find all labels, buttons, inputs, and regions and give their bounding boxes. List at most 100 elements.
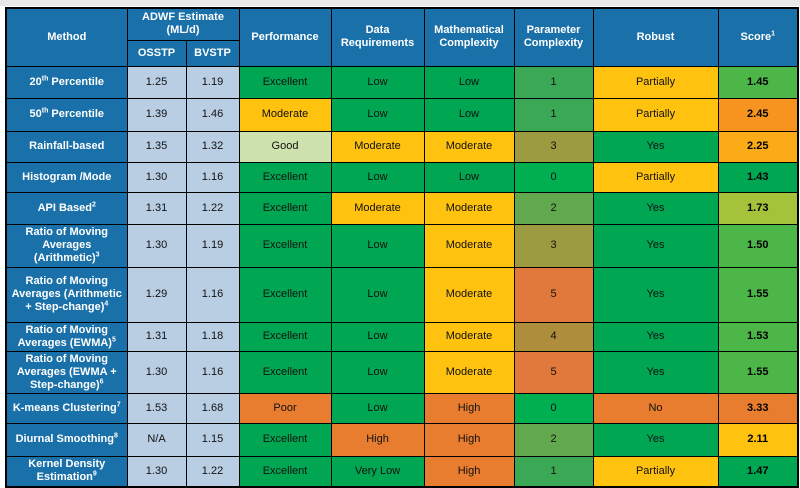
table-row: Ratio of Moving Averages (EWMA)5 1.31 1.…: [5, 321, 799, 352]
method-label: Diurnal Smoothing: [15, 433, 114, 445]
bvstp-value: 1.16: [185, 161, 240, 193]
method-label: Ratio of Moving Averages (Arithmetic): [25, 226, 109, 264]
method-superscript: 8: [113, 432, 118, 440]
bvstp-value: 1.16: [185, 350, 240, 394]
method-label: Ratio of Moving Averages (Arithmetic + S…: [11, 275, 122, 313]
header-osstp: OSSTP: [126, 39, 187, 67]
method-label: K-means Clustering: [12, 401, 117, 414]
header-score-footnote: 1: [771, 30, 775, 38]
math-complexity-cell: Moderate: [423, 350, 515, 394]
method-superscript: 3: [95, 251, 100, 259]
math-complexity-cell: Low: [423, 97, 515, 132]
method-cell: Ratio of Moving Averages (EWMA)5: [5, 321, 128, 352]
robust-cell: Partially: [592, 65, 719, 99]
method-superscript: 2: [92, 200, 96, 208]
header-method: Method: [5, 7, 128, 67]
bvstp-value: 1.68: [185, 392, 240, 424]
method-label: 50: [29, 108, 42, 120]
param-complexity-cell: 0: [513, 161, 594, 193]
osstp-value: 1.30: [126, 161, 187, 193]
method-cell: Kernel Density Estimation9: [5, 455, 128, 488]
table-row: API Based2 1.31 1.22 Excellent Moderate …: [5, 191, 799, 225]
bvstp-value: 1.15: [185, 422, 240, 457]
data-requirements-cell: Low: [330, 161, 425, 193]
performance-cell: Excellent: [238, 455, 332, 488]
score-cell: 1.43: [717, 161, 799, 193]
math-complexity-cell: High: [423, 392, 515, 424]
data-requirements-cell: Low: [330, 350, 425, 394]
robust-cell: Yes: [592, 223, 719, 268]
table-row: K-means Clustering7 1.53 1.68 Poor Low H…: [5, 392, 799, 424]
math-complexity-cell: Moderate: [423, 223, 515, 268]
method-superscript: 5: [111, 335, 116, 343]
performance-cell: Moderate: [238, 97, 332, 132]
osstp-value: 1.30: [126, 455, 187, 488]
method-label: Kernel Density Estimation: [28, 458, 106, 484]
robust-cell: Yes: [592, 130, 719, 163]
robust-cell: Partially: [592, 455, 719, 488]
performance-cell: Excellent: [238, 350, 332, 394]
header-robust: Robust: [592, 7, 719, 67]
score-cell: 2.45: [717, 97, 799, 132]
osstp-value: 1.53: [126, 392, 187, 424]
param-complexity-cell: 5: [513, 266, 594, 323]
bvstp-value: 1.22: [185, 455, 240, 488]
comparison-table: Method ADWF Estimate (ML/d) Performance …: [5, 7, 800, 488]
data-requirements-cell: Low: [330, 392, 425, 424]
score-cell: 1.45: [717, 65, 799, 99]
score-cell: 1.53: [717, 321, 799, 352]
score-cell: 1.50: [717, 223, 799, 268]
top-strip: [0, 0, 800, 6]
data-requirements-cell: Moderate: [330, 191, 425, 225]
header-mathematical-complexity: Mathematical Complexity: [423, 7, 515, 67]
performance-cell: Excellent: [238, 65, 332, 99]
param-complexity-cell: 1: [513, 97, 594, 132]
bvstp-value: 1.19: [185, 65, 240, 99]
table-row: Rainfall-based 1.35 1.32 Good Moderate M…: [5, 130, 799, 163]
robust-cell: Yes: [592, 422, 719, 457]
math-complexity-cell: High: [423, 422, 515, 457]
osstp-value: 1.31: [126, 321, 187, 352]
table-row: 50th Percentile 1.39 1.46 Moderate Low L…: [5, 97, 799, 132]
table-row: Kernel Density Estimation9 1.30 1.22 Exc…: [5, 455, 799, 488]
math-complexity-cell: Moderate: [423, 321, 515, 352]
data-requirements-cell: Low: [330, 223, 425, 268]
method-label-suffix: Percentile: [48, 75, 104, 88]
table-row: Ratio of Moving Averages (Arithmetic)3 1…: [5, 223, 799, 268]
method-label: API Based: [37, 201, 92, 214]
bvstp-value: 1.46: [185, 97, 240, 132]
math-complexity-cell: Low: [423, 161, 515, 193]
header-bvstp: BVSTP: [185, 39, 240, 67]
param-complexity-cell: 5: [513, 350, 594, 394]
param-complexity-cell: 4: [513, 321, 594, 352]
bvstp-value: 1.18: [185, 321, 240, 352]
performance-cell: Excellent: [238, 266, 332, 323]
param-complexity-cell: 2: [513, 191, 594, 225]
data-requirements-cell: Low: [330, 97, 425, 132]
robust-cell: No: [592, 392, 719, 424]
osstp-value: 1.30: [126, 350, 187, 394]
osstp-value: 1.29: [126, 266, 187, 323]
score-cell: 3.33: [717, 392, 799, 424]
param-complexity-cell: 3: [513, 130, 594, 163]
table-row: 20th Percentile 1.25 1.19 Excellent Low …: [5, 65, 799, 99]
math-complexity-cell: High: [423, 455, 515, 488]
math-complexity-cell: Moderate: [423, 191, 515, 225]
method-label: Histogram /Mode: [22, 170, 112, 183]
method-label-suffix: Percentile: [48, 108, 104, 120]
method-cell: 50th Percentile: [5, 97, 128, 132]
method-superscript: 6: [99, 377, 104, 385]
math-complexity-cell: Moderate: [423, 266, 515, 323]
data-requirements-cell: Low: [330, 266, 425, 323]
performance-cell: Poor: [238, 392, 332, 424]
bvstp-value: 1.19: [185, 223, 240, 268]
osstp-value: 1.31: [126, 191, 187, 225]
header-parameter-complexity: Parameter Complexity: [513, 7, 594, 67]
header-adwf-estimate: ADWF Estimate (ML/d): [126, 7, 240, 41]
param-complexity-cell: 0: [513, 392, 594, 424]
bvstp-value: 1.32: [185, 130, 240, 163]
osstp-value: 1.30: [126, 223, 187, 268]
osstp-value: N/A: [126, 422, 187, 457]
method-cell: API Based2: [5, 191, 128, 225]
performance-cell: Excellent: [238, 223, 332, 268]
